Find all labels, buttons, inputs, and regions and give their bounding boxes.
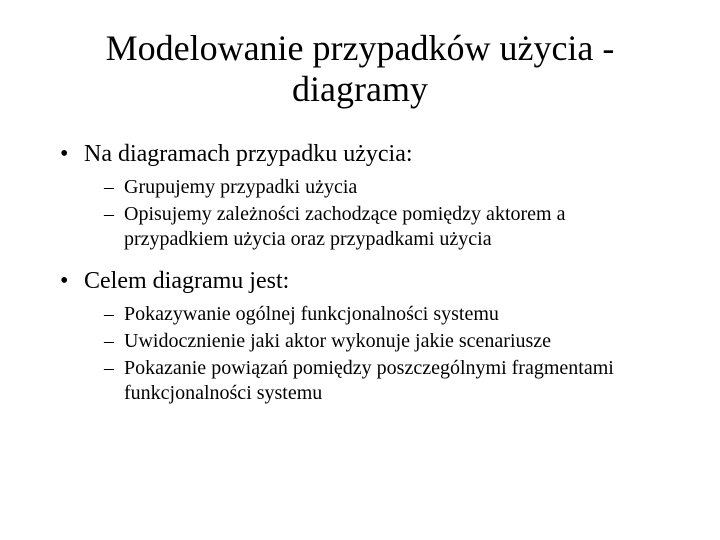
list-item-text: Celem diagramu jest: <box>84 268 289 294</box>
list-item: Grupujemy przypadki użycia <box>104 175 672 200</box>
sub-bullet-list: Pokazywanie ogólnej funkcjonalności syst… <box>84 302 672 406</box>
list-item: Uwidocznienie jaki aktor wykonuje jakie … <box>104 329 672 354</box>
list-item: Celem diagramu jest: Pokazywanie ogólnej… <box>60 266 672 406</box>
list-item-text: Na diagramach przypadku użycia: <box>84 141 413 167</box>
bullet-list: Na diagramach przypadku użycia: Grupujem… <box>48 139 672 406</box>
slide-title: Modelowanie przypadków użycia - diagramy <box>48 28 672 111</box>
list-item: Pokazywanie ogólnej funkcjonalności syst… <box>104 302 672 327</box>
list-item: Na diagramach przypadku użycia: Grupujem… <box>60 139 672 252</box>
list-item: Pokazanie powiązań pomiędzy poszczególny… <box>104 356 672 406</box>
sub-bullet-list: Grupujemy przypadki użycia Opisujemy zal… <box>84 175 672 252</box>
list-item: Opisujemy zależności zachodzące pomiędzy… <box>104 202 672 252</box>
